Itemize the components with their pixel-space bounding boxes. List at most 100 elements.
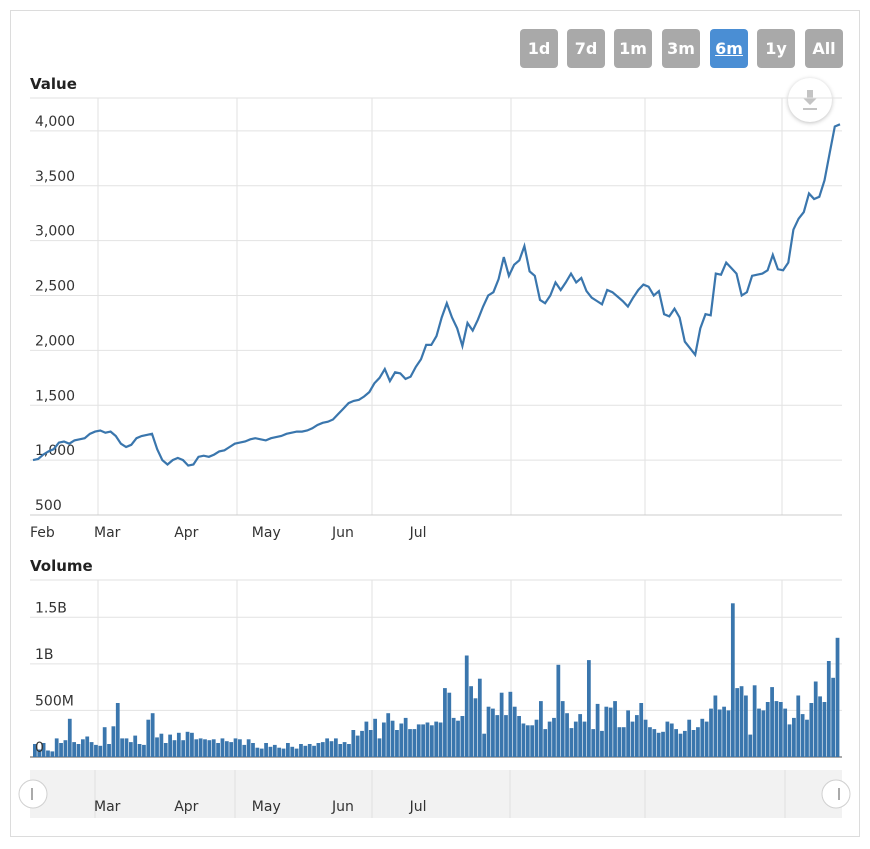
volume-bar	[512, 706, 517, 757]
volume-bar	[713, 695, 718, 757]
volume-bar	[115, 703, 120, 757]
volume-bar	[678, 733, 683, 757]
volume-bar	[46, 750, 50, 757]
volume-bar	[591, 729, 596, 757]
range-button-1y[interactable]: 1y	[757, 29, 795, 68]
navigator-labels: Mar Apr May Jun Jul	[94, 799, 426, 815]
volume-bar	[469, 686, 473, 757]
value-grid	[30, 97, 842, 516]
volume-bar	[368, 730, 373, 757]
navigator-left-handle[interactable]	[18, 779, 48, 809]
value-y-axis: 500 1,000 1,500 2,000 2,500 3,000 3,500 4,000	[35, 114, 75, 514]
volume-bar	[748, 734, 753, 757]
volume-bar	[556, 664, 561, 757]
volume-bar	[399, 723, 404, 757]
range-button-6m[interactable]: 6m	[710, 29, 748, 68]
value-panel-title: Value	[30, 75, 77, 93]
navigator-label: Jun	[331, 799, 354, 815]
volume-bar	[229, 742, 234, 757]
volume-bar	[351, 730, 356, 757]
range-button-1d[interactable]: 1d	[520, 29, 558, 68]
volume-bar	[530, 725, 535, 757]
range-button-3m[interactable]: 3m	[662, 29, 700, 68]
volume-bar	[682, 730, 687, 757]
volume-bar	[752, 685, 757, 757]
value-y-tick-label: 2,000	[35, 333, 75, 349]
volume-bar	[63, 740, 68, 757]
volume-bar	[207, 740, 212, 757]
volume-bar	[342, 742, 347, 757]
volume-bar	[390, 720, 395, 757]
volume-bar	[464, 655, 469, 757]
navigator-right-handle[interactable]	[821, 779, 851, 809]
volume-bar	[54, 738, 59, 757]
volume-bar	[726, 710, 731, 757]
volume-bar	[360, 730, 364, 757]
volume-bar	[547, 721, 552, 757]
volume-bar	[434, 721, 439, 757]
volume-bar	[194, 739, 199, 757]
volume-bar	[286, 743, 290, 757]
volume-bar	[98, 745, 103, 757]
volume-bar	[696, 727, 700, 757]
value-y-tick-label: 1,000	[35, 443, 75, 459]
volume-bar	[307, 744, 312, 757]
value-x-tick-label: Jul	[409, 525, 427, 541]
volume-bar	[181, 740, 186, 757]
volume-bar	[272, 744, 277, 757]
volume-bar	[251, 743, 255, 757]
volume-bar	[796, 695, 801, 757]
volume-bar	[59, 743, 63, 757]
volume-bar	[739, 686, 744, 757]
volume-bar	[787, 724, 792, 757]
volume-bar	[142, 744, 146, 757]
volume-bar	[211, 739, 216, 757]
range-button-7d[interactable]: 7d	[567, 29, 605, 68]
volume-bar	[268, 746, 273, 757]
volume-bar	[447, 692, 452, 757]
volume-bar	[67, 718, 72, 757]
volume-bar	[373, 718, 378, 757]
volume-bar	[486, 706, 491, 757]
volume-bar	[333, 738, 338, 757]
volume-bar	[643, 719, 648, 757]
volume-bar	[477, 678, 482, 757]
navigator[interactable]	[30, 770, 842, 818]
volume-bar	[364, 721, 369, 757]
volume-y-tick-label: 1B	[35, 647, 54, 663]
volume-bar	[687, 719, 692, 757]
volume-bar	[294, 748, 299, 757]
volume-bar	[499, 692, 504, 757]
download-button[interactable]	[788, 78, 832, 122]
volume-bar	[578, 714, 583, 757]
value-y-tick-label: 3,000	[35, 224, 75, 240]
volume-bar	[582, 721, 587, 757]
volume-y-tick-label: 1.5B	[35, 600, 67, 616]
volume-bar	[155, 737, 159, 757]
volume-bar	[813, 681, 818, 757]
volume-y-axis: 0 500M 1B 1.5B	[35, 600, 74, 756]
volume-bar	[72, 742, 77, 757]
volume-bar	[552, 717, 556, 757]
volume-bar	[41, 743, 46, 757]
value-y-tick-label: 1,500	[35, 388, 75, 404]
volume-y-tick-label: 0	[35, 740, 44, 756]
value-series-line	[32, 123, 841, 467]
navigator-label: Jul	[409, 799, 427, 815]
volume-bar	[674, 729, 678, 757]
volume-bar	[133, 735, 138, 757]
volume-bar	[50, 751, 55, 757]
volume-bar	[525, 725, 530, 757]
volume-bar	[159, 733, 164, 757]
volume-bar	[600, 730, 604, 757]
range-button-all[interactable]: All	[805, 29, 843, 68]
range-button-1m[interactable]: 1m	[614, 29, 652, 68]
volume-bar	[521, 723, 526, 757]
volume-bar	[425, 722, 430, 757]
volume-bar	[613, 701, 617, 757]
volume-bar	[320, 742, 325, 757]
volume-y-tick-label: 500M	[35, 693, 74, 709]
volume-bar	[429, 725, 434, 757]
volume-bar	[648, 727, 652, 757]
